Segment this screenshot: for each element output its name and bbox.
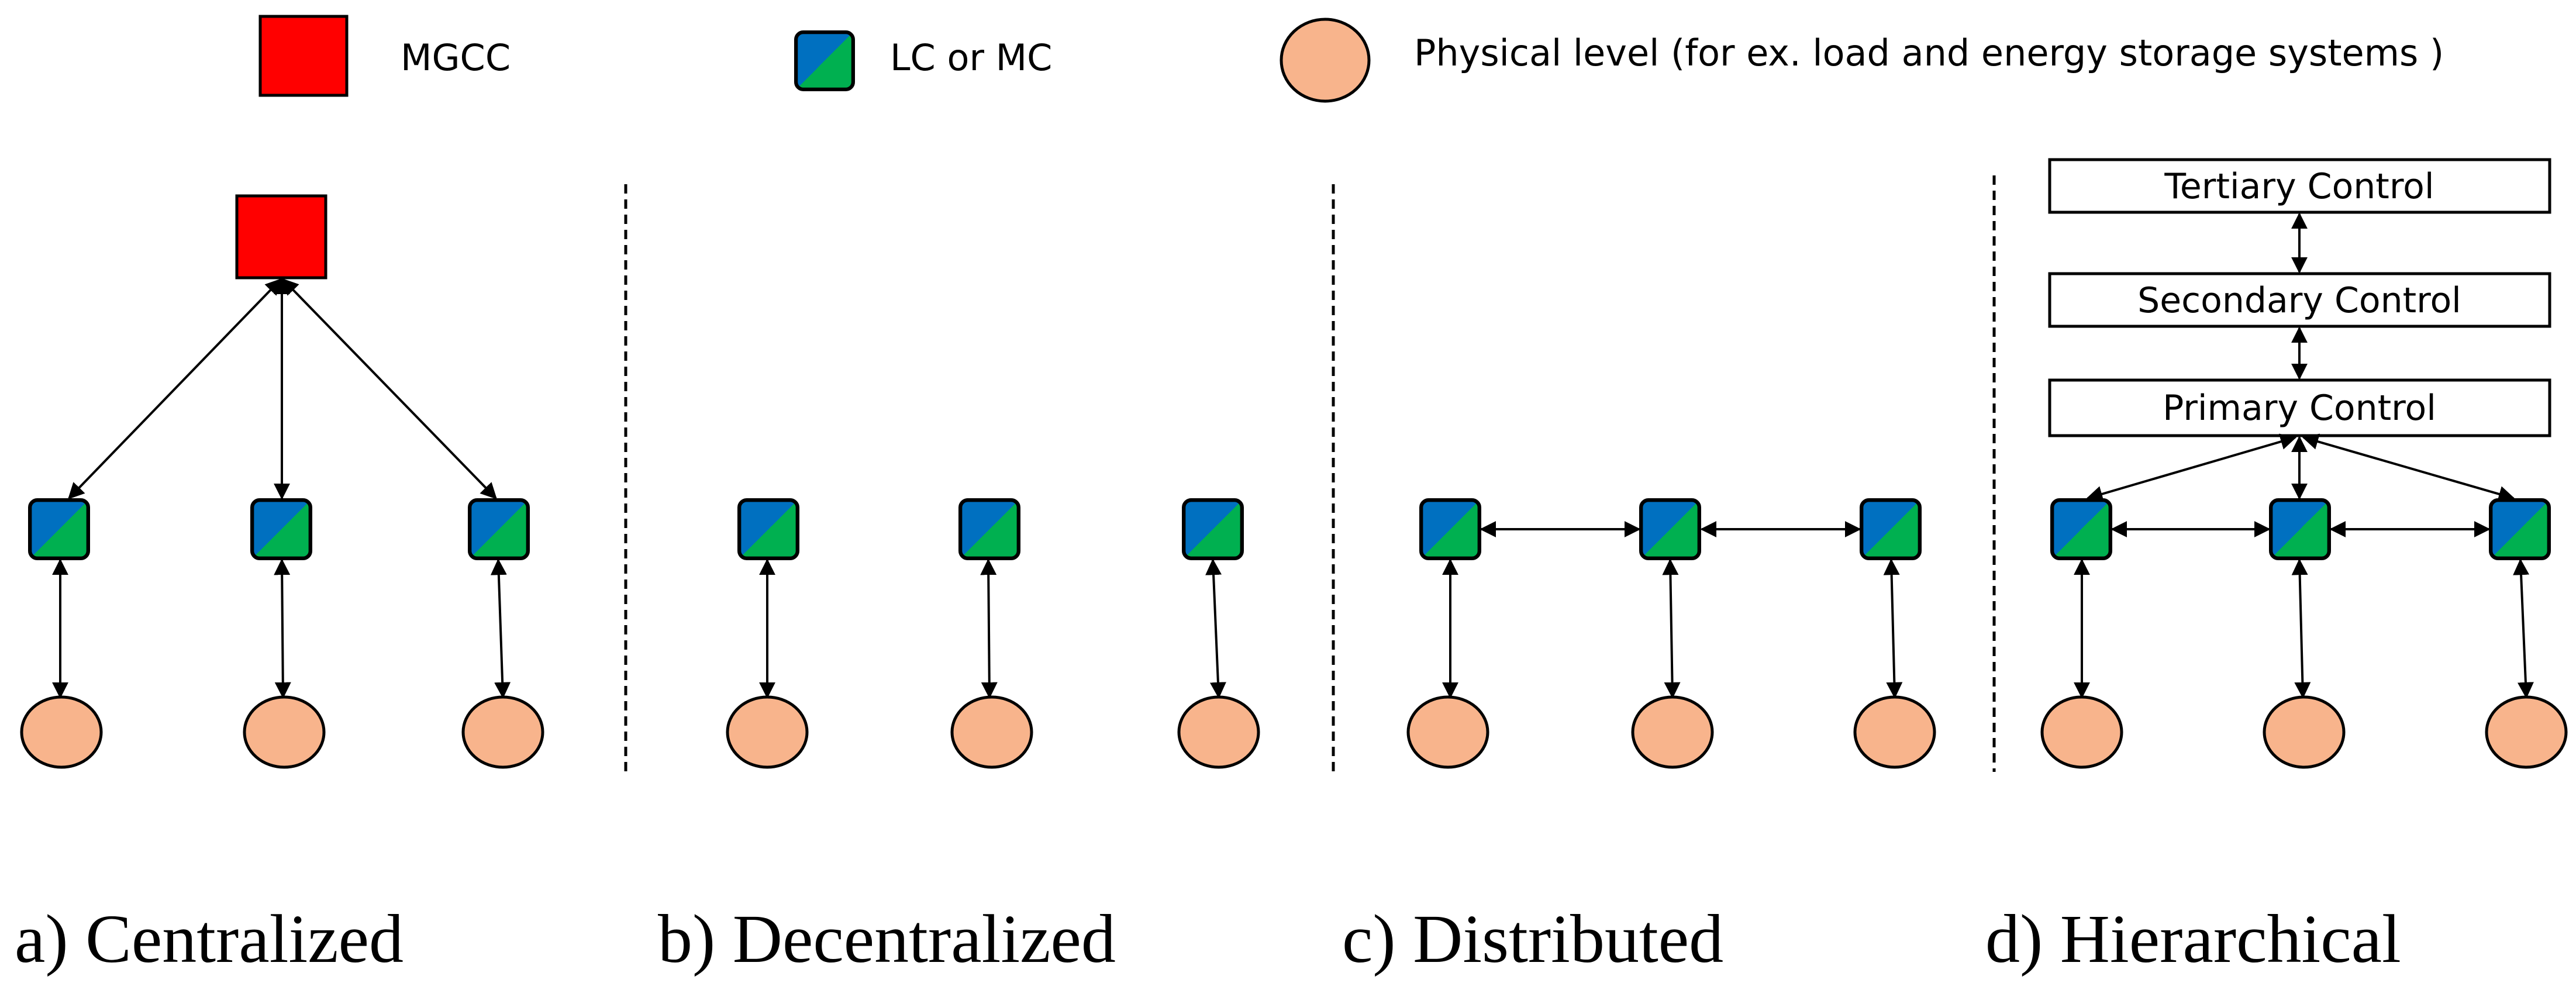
physical-legend-icon [1280, 18, 1371, 103]
controller-node [252, 500, 311, 558]
controller-node [2271, 500, 2329, 558]
controller-node [1641, 500, 1699, 558]
physical-node [461, 695, 544, 769]
caption-distributed: c) Distributed [1342, 901, 1723, 977]
link-lc-load [1883, 558, 1903, 699]
controller-node [1421, 500, 1480, 558]
link-lc-load [2513, 558, 2534, 699]
link-primary-lc3 [2302, 433, 2515, 502]
controller-node [1184, 500, 1242, 558]
physical-node [1177, 695, 1260, 769]
link-lc-load [2291, 558, 2311, 699]
physical-node [726, 695, 809, 769]
link-lc-load [1205, 558, 1226, 699]
physical-node [2263, 695, 2346, 769]
controller-node [960, 500, 1019, 558]
physical-node [2485, 695, 2568, 769]
link-mgcc-lc3 [282, 278, 497, 500]
secondary-control-label: Secondary Control [2137, 280, 2461, 321]
caption-decentralized: b) Decentralized [658, 901, 1116, 977]
secondary-control-box [2048, 272, 2551, 328]
panel-decentralized: b) Decentralized [658, 500, 1260, 977]
link-lc-load [980, 558, 998, 699]
physical-node [1406, 695, 1489, 769]
panel-hierarchical: Tertiary Control Secondary Control Prima… [1985, 158, 2568, 977]
physical-node [1631, 695, 1714, 769]
link-mgcc-lc1 [68, 278, 282, 500]
link-lc-load [1662, 558, 1681, 699]
controller-legend-icon [796, 32, 853, 89]
panel-separators [624, 175, 1996, 772]
controller-node [739, 500, 798, 558]
physical-node [2040, 695, 2123, 769]
primary-control-label: Primary Control [2163, 388, 2436, 429]
caption-centralized: a) Centralized [15, 901, 404, 977]
primary-control-box [2048, 378, 2551, 437]
controller-node [30, 500, 88, 558]
caption-hierarchical: d) Hierarchical [1985, 901, 2401, 977]
link-lc2-load2 [274, 558, 291, 699]
tertiary-control-label: Tertiary Control [2164, 166, 2434, 207]
physical-node [950, 695, 1033, 769]
mgcc-node [235, 194, 327, 280]
controller-node [470, 500, 528, 558]
panel-distributed: c) Distributed [1342, 500, 1936, 977]
controller-node [1861, 500, 1920, 558]
legend: MGCC LC or MC Physical level (for ex. lo… [258, 15, 2444, 103]
physical-node [1853, 695, 1936, 769]
controller-node [2052, 500, 2111, 558]
link-primary-lc1 [2086, 433, 2297, 502]
tertiary-control-box [2048, 158, 2551, 214]
physical-legend-label: Physical level (for ex. load and energy … [1414, 32, 2444, 74]
panel-centralized: a) Centralized [15, 194, 544, 977]
mgcc-legend-label: MGCC [401, 36, 511, 79]
controller-legend-label: LC or MC [890, 36, 1052, 79]
link-lc3-load3 [490, 558, 511, 699]
mgcc-legend-icon [258, 15, 349, 97]
physical-node [243, 695, 326, 769]
physical-node [20, 695, 103, 769]
controller-node [2491, 500, 2549, 558]
